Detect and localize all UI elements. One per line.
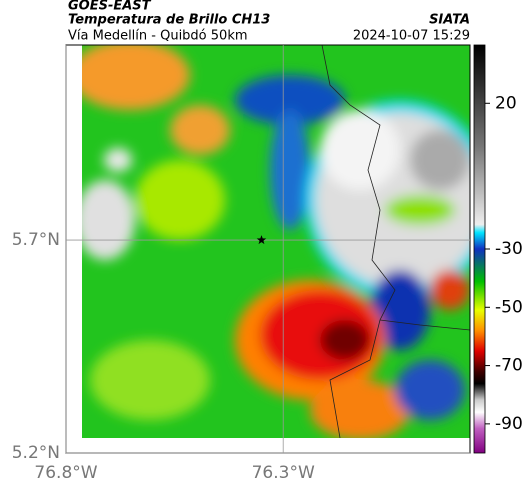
x-tick-label: 76.8°W xyxy=(34,463,97,483)
route: Vía Medellín - Quibdó 50km xyxy=(68,29,248,44)
source: SIATA xyxy=(429,13,470,28)
colorbar-tick-label: -90 xyxy=(495,414,523,434)
x-tick-label: 76.3°W xyxy=(252,463,315,483)
y-tick-label: 5.2°N xyxy=(12,443,60,463)
colorbar xyxy=(473,44,486,454)
title: GOES-EAST xyxy=(68,0,152,14)
colorbar-tick-label: 20 xyxy=(495,93,517,113)
colorbar-tick-label: -50 xyxy=(495,297,523,317)
colorbar-tick-label: -30 xyxy=(495,239,523,259)
colorbar-tick-label: -70 xyxy=(495,356,523,376)
location-marker xyxy=(256,235,267,245)
y-tick-label: 5.7°N xyxy=(12,230,60,250)
subtitle: Temperatura de Brillo CH13 xyxy=(68,13,270,28)
timestamp: 2024-10-07 15:29 xyxy=(353,29,470,44)
